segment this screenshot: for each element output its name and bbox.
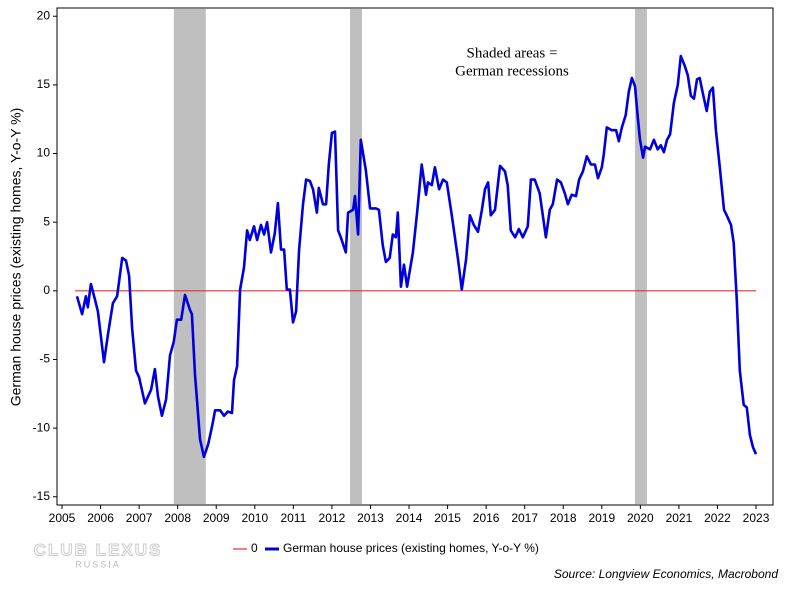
recession-band	[350, 9, 362, 504]
recession-band	[634, 9, 647, 504]
x-tick-label: 2013	[357, 511, 384, 525]
x-tick-label: 2019	[588, 511, 615, 525]
x-tick-label: 2005	[49, 511, 76, 525]
y-tick-label: 0	[43, 283, 50, 297]
x-tick-label: 2008	[164, 511, 191, 525]
y-axis-label: German house prices (existing homes, Y-o…	[8, 108, 24, 407]
x-tick-label: 2020	[627, 511, 654, 525]
y-tick-label: -10	[33, 420, 51, 434]
x-tick-label: 2014	[396, 511, 423, 525]
x-tick-label: 2022	[704, 511, 731, 525]
x-tick-label: 2006	[87, 511, 114, 525]
x-tick-label: 2018	[550, 511, 577, 525]
watermark: RUSSIA	[75, 559, 121, 569]
y-tick-label: 15	[37, 77, 51, 91]
annotation: German recessions	[455, 63, 569, 79]
plot-frame	[56, 7, 774, 506]
legend-label: German house prices (existing homes, Y-o…	[283, 541, 539, 555]
x-tick-label: 2017	[511, 511, 538, 525]
y-tick-label: 5	[43, 214, 50, 228]
y-tick-label: 20	[37, 8, 51, 22]
annotation: Shaded areas =	[467, 45, 558, 61]
x-tick-label: 2012	[319, 511, 346, 525]
source: Source: Longview Economics, Macrobond	[554, 567, 778, 581]
x-tick-label: 2011	[280, 511, 306, 525]
x-tick-label: 2016	[473, 511, 500, 525]
legend-label: 0	[251, 541, 258, 555]
x-tick-label: 2023	[743, 511, 770, 525]
x-tick-label: 2021	[666, 511, 693, 525]
x-tick-label: 2009	[203, 511, 230, 525]
y-tick-label: -15	[33, 489, 51, 503]
y-tick-label: -5	[39, 352, 50, 366]
x-tick-label: 2007	[126, 511, 153, 525]
series-line	[75, 54, 758, 459]
y-tick-label: 10	[37, 146, 51, 160]
x-tick-label: 2015	[434, 511, 461, 525]
recession-band	[173, 9, 206, 504]
x-tick-label: 2010	[241, 511, 268, 525]
watermark: CLUB LEXUS	[34, 540, 163, 559]
